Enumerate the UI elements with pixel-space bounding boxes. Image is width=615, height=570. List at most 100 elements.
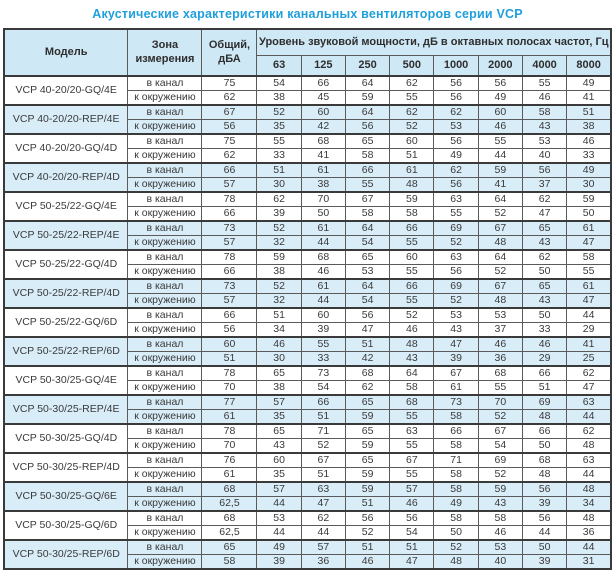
band-level-cell: 67 xyxy=(477,278,523,294)
total-dba-cell: 62 xyxy=(201,90,258,106)
band-level-cell: 55 xyxy=(300,336,346,352)
band-level-cell: 66 xyxy=(521,423,568,439)
table-row: VCP 50-25/22-GQ/6D в канал 66 51 60 56 52 53 53 5… xyxy=(3,307,612,338)
band-level-cell: 48 xyxy=(389,336,435,352)
band-level-cell: 62 xyxy=(433,104,479,120)
band-level-cell: 64 xyxy=(344,104,391,120)
band-level-cell: 46 xyxy=(389,322,435,338)
band-level-cell: 46 xyxy=(344,554,391,570)
zone-cell: к окружению xyxy=(127,525,203,541)
band-level-cell: 59 xyxy=(344,438,391,454)
band-level-cell: 37 xyxy=(477,322,523,338)
band-level-cell: 36 xyxy=(300,554,346,570)
model-cell: VCP 50-30/25-GQ/6D xyxy=(3,510,129,541)
band-level-cell: 55 xyxy=(477,133,523,149)
total-dba-cell: 56 xyxy=(201,119,258,135)
zone-cell: к окружению xyxy=(127,496,203,512)
total-dba-cell: 70 xyxy=(201,438,258,454)
band-level-cell: 43 xyxy=(256,438,302,454)
model-cell: VCP 40-20/20-GQ/4D xyxy=(3,133,129,164)
total-dba-cell: 68 xyxy=(201,481,258,497)
zone-cell: в канал xyxy=(127,133,203,149)
band-level-cell: 65 xyxy=(344,133,391,149)
band-level-cell: 56 xyxy=(344,510,391,526)
table-row: к окружению 58 39 36 46 47 48 40 39 31 xyxy=(4,554,612,570)
band-level-cell: 53 xyxy=(477,539,523,555)
total-dba-cell: 58 xyxy=(201,554,258,570)
band-level-cell: 54 xyxy=(344,293,391,309)
band-level-cell: 63 xyxy=(389,423,435,439)
band-level-cell: 43 xyxy=(389,351,435,367)
total-dba-cell: 67 xyxy=(201,104,258,120)
band-level-cell: 49 xyxy=(566,75,612,91)
band-level-cell: 36 xyxy=(566,525,612,541)
band-level-cell: 58 xyxy=(521,104,568,120)
band-level-cell: 56 xyxy=(344,307,391,323)
band-level-cell: 62 xyxy=(344,380,391,396)
band-level-cell: 50 xyxy=(521,264,568,280)
band-level-cell: 59 xyxy=(344,481,391,497)
band-level-cell: 43 xyxy=(521,293,568,309)
total-dba-cell: 66 xyxy=(201,162,258,178)
band-level-cell: 44 xyxy=(256,496,302,512)
model-cell: VCP 50-25/22-GQ/4E xyxy=(3,191,129,222)
band-level-cell: 52 xyxy=(433,235,479,251)
freq-header-63: 63 xyxy=(256,54,302,77)
band-level-cell: 48 xyxy=(433,554,479,570)
band-level-cell: 55 xyxy=(566,264,612,280)
zone-cell: к окружению xyxy=(127,322,203,338)
band-level-cell: 30 xyxy=(256,351,302,367)
table-row: VCP 40-20/20-GQ/4D в канал 75 55 68 65 60 56 55 5… xyxy=(3,133,612,164)
band-level-cell: 65 xyxy=(521,220,568,236)
table-row: к окружению 57 32 44 54 55 52 48 43 47 xyxy=(4,293,612,309)
band-level-cell: 30 xyxy=(566,177,612,193)
band-level-cell: 68 xyxy=(477,365,523,381)
band-level-cell: 64 xyxy=(344,220,391,236)
band-level-cell: 53 xyxy=(433,119,479,135)
band-level-cell: 68 xyxy=(300,249,346,265)
band-level-cell: 66 xyxy=(300,394,346,410)
acoustic-characteristics-table: Модель Зона измерения Общий, дБА Уровень… xyxy=(2,28,613,570)
band-level-cell: 29 xyxy=(521,351,568,367)
total-dba-cell: 62,5 xyxy=(201,496,258,512)
band-level-cell: 55 xyxy=(433,206,479,222)
freq-header-1000: 1000 xyxy=(433,54,479,77)
table-row: VCP 40-20/20-REP/4E в канал 67 52 60 64 62 62 60… xyxy=(3,104,612,135)
band-level-cell: 67 xyxy=(477,423,523,439)
band-level-cell: 57 xyxy=(256,394,302,410)
band-level-cell: 45 xyxy=(300,90,346,106)
band-level-cell: 38 xyxy=(566,119,612,135)
total-dba-cell: 75 xyxy=(201,133,258,149)
band-level-cell: 60 xyxy=(389,249,435,265)
table-row: VCP 50-30/25-REP/4D в канал 76 60 67 65 67 71 69… xyxy=(3,452,612,483)
band-level-cell: 38 xyxy=(256,90,302,106)
band-level-cell: 70 xyxy=(477,394,523,410)
band-level-cell: 57 xyxy=(256,481,302,497)
band-level-cell: 57 xyxy=(389,481,435,497)
band-level-cell: 62 xyxy=(521,191,568,207)
zone-cell: к окружению xyxy=(127,554,203,570)
band-level-cell: 48 xyxy=(389,177,435,193)
band-level-cell: 49 xyxy=(433,148,479,164)
band-level-cell: 55 xyxy=(344,177,391,193)
band-level-cell: 66 xyxy=(344,162,391,178)
col-header-spectrum: Уровень звуковой мощности, дБ в октавных… xyxy=(256,28,612,56)
zone-cell: в канал xyxy=(127,481,203,497)
band-level-cell: 60 xyxy=(389,133,435,149)
total-dba-cell: 73 xyxy=(201,220,258,236)
band-level-cell: 59 xyxy=(389,191,435,207)
zone-cell: в канал xyxy=(127,336,203,352)
band-level-cell: 54 xyxy=(256,75,302,91)
zone-cell: в канал xyxy=(127,394,203,410)
band-level-cell: 64 xyxy=(477,249,523,265)
band-level-cell: 51 xyxy=(300,467,346,483)
band-level-cell: 29 xyxy=(566,322,612,338)
zone-cell: в канал xyxy=(127,75,203,91)
band-level-cell: 47 xyxy=(566,235,612,251)
band-level-cell: 54 xyxy=(344,235,391,251)
band-level-cell: 43 xyxy=(477,496,523,512)
band-level-cell: 33 xyxy=(300,351,346,367)
band-level-cell: 68 xyxy=(344,365,391,381)
band-level-cell: 69 xyxy=(477,452,523,468)
band-level-cell: 59 xyxy=(344,409,391,425)
